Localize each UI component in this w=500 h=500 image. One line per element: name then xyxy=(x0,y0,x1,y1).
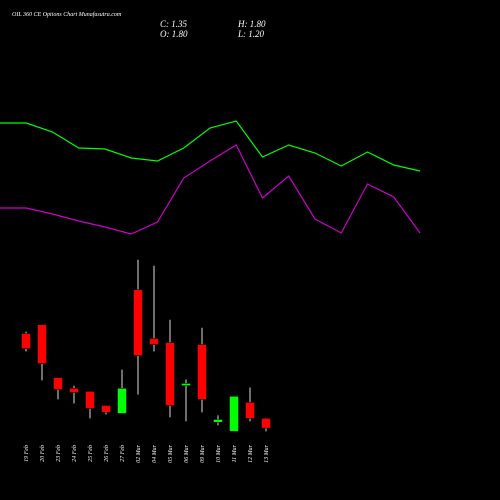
x-tick-label: 10 Mar xyxy=(216,444,222,462)
ohlc-high: H: 1.80 xyxy=(237,19,266,29)
candle-body xyxy=(101,405,111,413)
indicator-line xyxy=(0,144,421,235)
x-tick-label: 24 Feb xyxy=(71,445,78,462)
x-tick-label: 09 Mar xyxy=(200,444,206,462)
candle-body xyxy=(197,344,207,400)
candle-body xyxy=(37,324,47,364)
ohlc-close: C: 1.35 xyxy=(160,19,188,29)
x-tick-label: 27 Feb xyxy=(120,445,126,462)
x-tick-label: 23 Feb xyxy=(56,445,62,462)
x-tick-label: 04 Mar xyxy=(151,444,158,462)
ohlc-low: L: 1.20 xyxy=(237,29,265,39)
candle-body xyxy=(21,333,31,349)
candle-body xyxy=(69,388,79,393)
candle-body xyxy=(181,383,191,386)
ohlc-open: O: 1.80 xyxy=(160,29,188,39)
candle-body xyxy=(261,418,271,429)
candle-body xyxy=(85,391,95,409)
x-tick-label: 19 Feb xyxy=(24,445,30,462)
candle-body xyxy=(213,419,223,423)
candle-body xyxy=(117,388,127,414)
x-tick-label: 11 Mar xyxy=(232,444,238,462)
x-tick-label: 05 Mar xyxy=(168,444,174,462)
x-tick-label: 12 Mar xyxy=(248,444,254,462)
x-tick-label: 25 Feb xyxy=(88,445,94,462)
candle-body xyxy=(149,338,159,345)
chart-title: OIL 360 CE Options Chart Munafasutra.com xyxy=(12,11,122,18)
x-tick-label: 02 Mar xyxy=(136,444,142,462)
candle-body xyxy=(229,396,239,432)
candle-body xyxy=(53,377,63,390)
candle-body xyxy=(133,289,143,356)
x-tick-label: 06 Mar xyxy=(184,444,190,462)
indicator-line xyxy=(0,120,421,172)
x-tick-label: 13 Mar xyxy=(264,444,270,462)
x-tick-label: 26 Feb xyxy=(104,445,110,462)
x-tick-label: 20 Feb xyxy=(40,445,46,462)
candle-body xyxy=(165,342,175,406)
candle-body xyxy=(245,402,255,419)
